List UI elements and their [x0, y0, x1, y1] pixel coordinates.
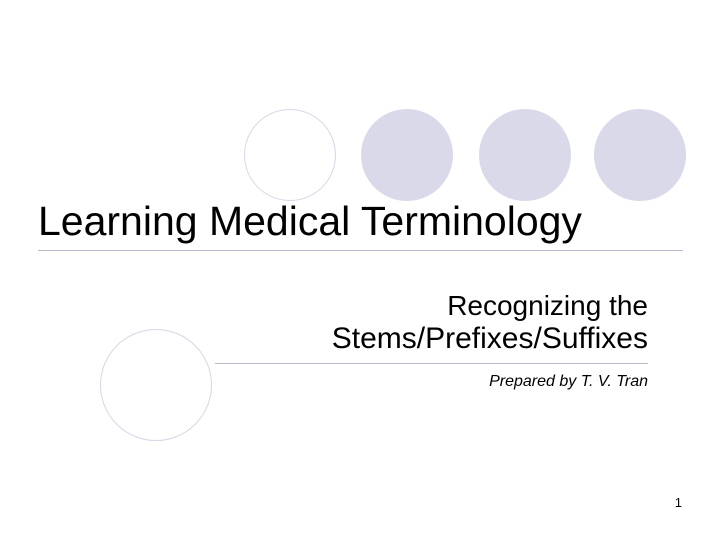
- subtitle-underline: [215, 363, 648, 364]
- circle-filled-3: [594, 109, 686, 201]
- subtitle-line2: Stems/Prefixes/Suffixes: [148, 322, 648, 356]
- circle-outline-1: [244, 109, 336, 201]
- credit-text: Prepared by T. V. Tran: [489, 373, 648, 391]
- circle-filled-1: [361, 109, 453, 201]
- circle-filled-2: [479, 109, 571, 201]
- subtitle-line1: Recognizing the: [148, 290, 648, 322]
- slide-title: Learning Medical Terminology: [38, 198, 683, 245]
- title-block: Learning Medical Terminology: [38, 198, 683, 245]
- subtitle-line2-rest: tems/Prefixes/Suffixes: [352, 322, 648, 355]
- subtitle-block: Recognizing the Stems/Prefixes/Suffixes: [148, 290, 648, 356]
- page-number: 1: [675, 495, 682, 510]
- slide: Learning Medical Terminology Recognizing…: [0, 0, 720, 540]
- subtitle-line2-first-letter: S: [332, 322, 352, 355]
- title-underline: [38, 250, 683, 251]
